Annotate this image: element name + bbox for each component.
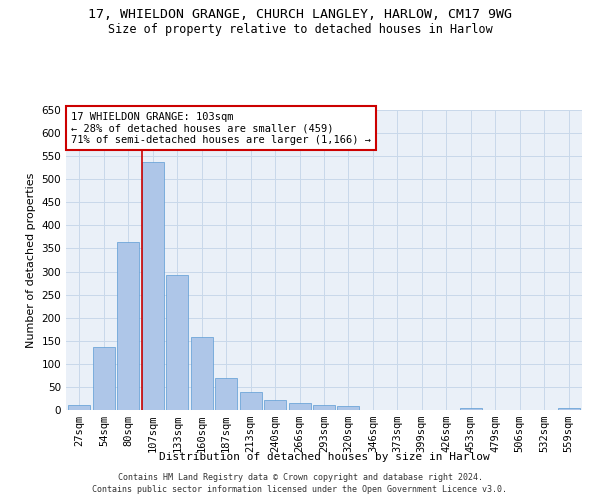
Text: Size of property relative to detached houses in Harlow: Size of property relative to detached ho… (107, 22, 493, 36)
Bar (264, 400, 286, 410)
Bar (166, 275, 188, 410)
Text: Contains HM Land Registry data © Crown copyright and database right 2024.
Contai: Contains HM Land Registry data © Crown c… (92, 472, 508, 494)
Bar (191, 337, 213, 410)
Bar (313, 405, 335, 410)
Bar (215, 378, 237, 410)
Bar (239, 392, 262, 410)
Text: 17, WHIELDON GRANGE, CHURCH LANGLEY, HARLOW, CM17 9WG: 17, WHIELDON GRANGE, CHURCH LANGLEY, HAR… (88, 8, 512, 20)
Text: Distribution of detached houses by size in Harlow: Distribution of detached houses by size … (158, 452, 490, 462)
Bar (118, 242, 139, 410)
Y-axis label: Number of detached properties: Number of detached properties (26, 172, 36, 348)
Bar (289, 402, 311, 410)
Bar (337, 406, 359, 410)
Bar (93, 347, 115, 410)
Bar (68, 405, 91, 410)
Bar (460, 408, 482, 410)
Text: 17 WHIELDON GRANGE: 103sqm
← 28% of detached houses are smaller (459)
71% of sem: 17 WHIELDON GRANGE: 103sqm ← 28% of deta… (71, 112, 371, 144)
Bar (142, 162, 164, 410)
Bar (557, 408, 580, 410)
